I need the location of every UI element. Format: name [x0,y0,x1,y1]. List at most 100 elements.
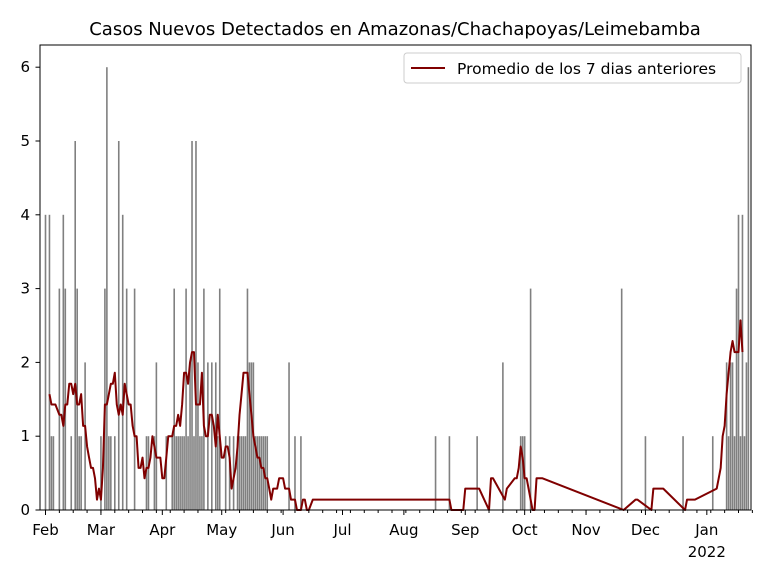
bar [187,436,189,510]
bar [52,436,55,510]
bar [256,436,259,510]
bar [183,436,185,510]
bar [201,436,203,510]
bar [104,288,106,510]
bar [476,436,478,510]
bar [189,362,191,510]
bar [121,214,124,511]
bar [644,436,647,510]
bar [743,436,746,510]
bar [711,436,714,510]
bar [725,362,728,510]
bar [171,436,174,510]
bar [44,214,47,511]
bar [216,436,219,510]
bar [224,436,227,510]
bar [238,436,241,510]
x-tick-label: Aug [389,521,418,539]
bar [448,436,451,510]
bar [731,362,734,510]
bar [74,141,76,510]
x-tick-label: Jul [332,521,351,539]
bar [246,288,249,510]
x-tick-label: May [206,521,237,539]
bar [177,436,179,510]
bar [254,436,257,510]
bar [288,362,290,510]
bar [48,214,51,511]
y-tick-label: 2 [20,353,30,371]
bar [294,436,296,510]
x-tick-label: Sep [451,521,479,539]
bar [153,436,156,510]
bar [211,362,213,510]
bar [108,436,110,510]
x-tick-label: Mar [87,521,116,539]
y-tick-label: 4 [20,206,30,224]
bar [434,436,437,510]
line-layer [48,319,744,511]
x-tick-label: Nov [571,521,600,539]
bar [244,436,247,510]
bar [729,362,732,510]
bar [193,436,195,510]
bar [197,362,199,510]
bar [58,288,61,510]
bar [64,288,67,510]
bar [747,67,750,510]
bar [114,436,116,510]
bar [80,436,82,510]
bar [191,141,193,510]
bar [727,436,730,510]
bar [78,436,80,510]
chart-title: Casos Nuevos Detectados en Amazonas/Chac… [89,19,701,40]
x-tick-sublabel: 2022 [688,543,726,561]
bar [733,436,736,510]
bar [185,288,187,510]
bar [236,436,239,510]
bar [133,288,136,510]
bar [50,436,53,510]
bar [70,436,73,510]
y-tick-label: 3 [20,280,30,298]
bar [181,436,183,510]
bar [218,288,221,510]
x-tick-label: Apr [149,521,176,539]
y-tick-label: 1 [20,427,30,445]
bar [165,436,168,510]
x-tick-label: Oct [512,521,538,539]
bar [155,362,158,510]
bar [175,436,177,510]
bar [735,288,738,510]
bar [521,436,524,510]
bar [110,436,112,510]
bar [240,436,243,510]
bar [248,362,251,510]
plot-frame [39,44,752,511]
bar [682,436,684,510]
x-tick-label: Jun [270,521,294,539]
x-tick-label: Feb [32,521,59,539]
x-tick-label: Jan [694,521,718,539]
bar [100,436,102,510]
bar [519,436,522,510]
bar [147,436,150,510]
bar [250,362,253,510]
bar [179,436,181,510]
bar [62,214,65,511]
bar [106,67,108,510]
y-tick-label: 5 [20,132,30,150]
axes-layer: 0 1 2 3 4 5 6 Feb Mar Apr May Jun Jul Aug Sep Oct Nov Dec… [20,58,753,561]
bar [266,436,269,510]
bar [242,436,245,510]
x-tick-label: Dec [631,521,660,539]
legend-box [403,52,742,84]
bar [260,436,263,510]
rolling-mean-line [48,319,744,511]
y-tick-label: 0 [20,501,30,519]
bar [737,214,740,511]
bar [741,214,744,511]
bar [620,288,623,510]
bar [117,141,120,510]
